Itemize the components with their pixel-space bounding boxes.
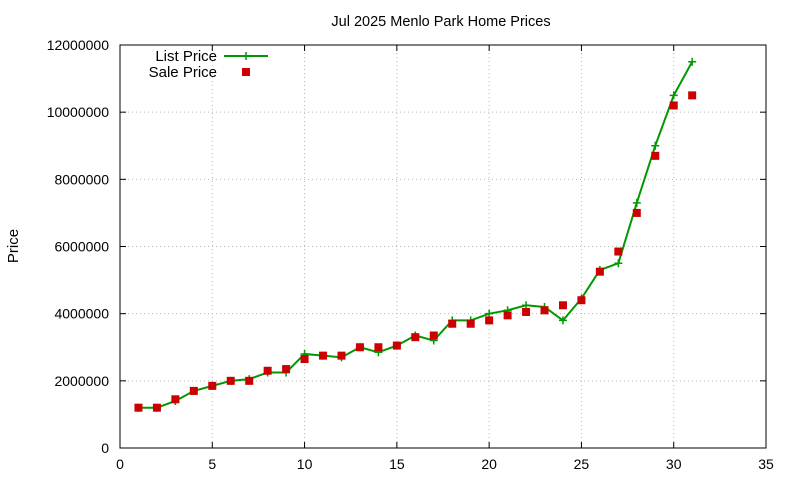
list-price-point	[669, 91, 678, 100]
sale-price-point	[485, 316, 494, 325]
sale-price-point	[503, 311, 512, 320]
list-price-point	[558, 316, 567, 325]
sale-price-point	[595, 267, 604, 276]
list-price-line	[138, 61, 694, 409]
list-price-point	[614, 259, 623, 268]
sale-price-point	[577, 296, 586, 305]
sale-price-point	[134, 403, 143, 412]
sale-price-point	[632, 208, 641, 217]
series-layer	[134, 57, 697, 412]
x-tick-label: 10	[297, 456, 313, 472]
x-tick-label: 25	[574, 456, 590, 472]
plot-frame	[119, 44, 767, 449]
x-tick-label: 20	[481, 456, 497, 472]
legend-square-marker	[242, 68, 250, 76]
sale-price-point	[688, 91, 697, 100]
sale-price-point	[355, 343, 364, 352]
sale-price-point	[558, 301, 567, 310]
sale-price-point	[669, 101, 678, 110]
sale-price-point	[208, 381, 217, 390]
x-tick-label: 30	[666, 456, 682, 472]
y-tick-label: 0	[101, 440, 109, 456]
legend-plus-marker	[242, 52, 250, 60]
sale-price-point	[282, 365, 291, 374]
sale-price-point	[319, 351, 328, 360]
y-tick-label: 8000000	[54, 171, 109, 187]
legend-label: List Price	[155, 48, 217, 65]
x-tick-label: 35	[758, 456, 774, 472]
y-tick-label: 4000000	[54, 306, 109, 322]
sale-price-point	[540, 306, 549, 315]
sale-price-point	[300, 355, 309, 364]
sale-price-point	[448, 319, 457, 328]
sale-price-point	[429, 331, 438, 340]
y-axis-label: Price	[5, 229, 22, 263]
sale-price-point	[374, 343, 383, 352]
sale-price-point	[245, 376, 254, 385]
list-price-point	[522, 301, 531, 310]
sale-price-point	[522, 307, 531, 316]
x-tick-label: 0	[116, 456, 124, 472]
sale-price-point	[171, 395, 180, 404]
list-price-point	[632, 198, 641, 207]
sale-price-point	[337, 351, 346, 360]
list-price-point	[651, 141, 660, 150]
sale-price-point	[189, 386, 198, 395]
sale-price-point	[651, 151, 660, 160]
x-tick-label: 5	[208, 456, 216, 472]
sale-price-point	[152, 403, 161, 412]
y-tick-label: 12000000	[47, 37, 110, 53]
x-tick-label: 15	[389, 456, 405, 472]
list-price-point	[688, 57, 697, 66]
y-tick-label: 10000000	[47, 104, 110, 120]
y-tick-label: 2000000	[54, 373, 109, 389]
sale-price-point	[263, 366, 272, 375]
legend-label: Sale Price	[149, 64, 217, 81]
series-sale-price	[134, 91, 697, 412]
sale-price-point	[226, 376, 235, 385]
sale-price-point	[614, 247, 623, 256]
chart-title: Jul 2025 Menlo Park Home Prices	[331, 14, 550, 30]
sale-price-point	[392, 341, 401, 350]
tick-labels: 0 5 10 15 20 25 30 35 0 2000000 4000000 6000000 8000…	[47, 37, 774, 472]
series-list-price	[134, 57, 697, 412]
y-tick-label: 6000000	[54, 239, 109, 255]
sale-price-point	[466, 319, 475, 328]
list-price-point	[485, 309, 494, 318]
sale-price-point	[411, 333, 420, 342]
